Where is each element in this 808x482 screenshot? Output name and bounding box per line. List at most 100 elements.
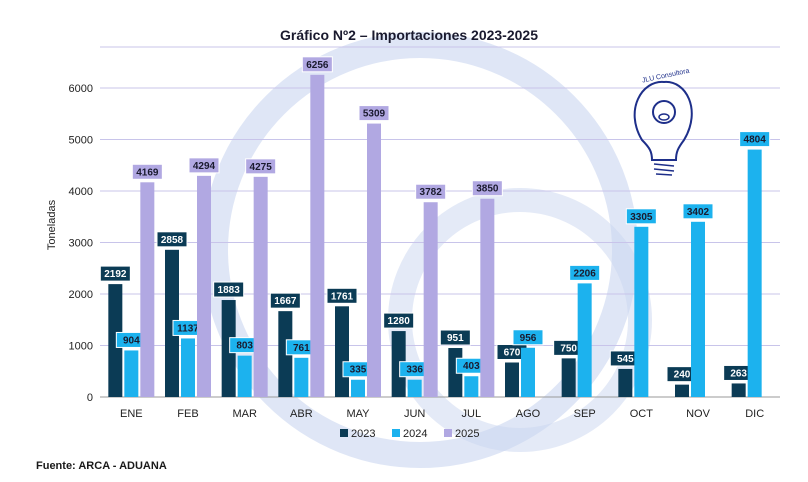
data-label: 1280 bbox=[388, 316, 411, 327]
x-tick-label: MAY bbox=[346, 408, 370, 420]
data-label: 4804 bbox=[744, 135, 767, 146]
data-label: 951 bbox=[447, 333, 464, 344]
data-label-box bbox=[439, 329, 471, 346]
data-label: 335 bbox=[350, 365, 367, 376]
bar-2023-ABR bbox=[278, 311, 293, 397]
data-label: 2858 bbox=[161, 235, 184, 246]
data-label-box bbox=[358, 105, 390, 122]
y-tick-label: 2000 bbox=[69, 289, 93, 301]
bar-2024-JUN bbox=[407, 379, 422, 397]
bar-2023-JUN bbox=[391, 331, 406, 397]
data-label: 4294 bbox=[193, 161, 216, 172]
data-label-box bbox=[188, 157, 220, 174]
bar-2025-JUL bbox=[480, 198, 495, 397]
data-label: 956 bbox=[520, 333, 537, 344]
x-tick-label: NOV bbox=[686, 408, 711, 420]
data-label: 670 bbox=[504, 347, 521, 358]
data-label: 1667 bbox=[274, 296, 297, 307]
bar-2024-NOV bbox=[691, 221, 705, 397]
data-label-box bbox=[301, 56, 333, 73]
bar-2025-MAR bbox=[253, 176, 268, 397]
data-label-box bbox=[245, 158, 277, 175]
data-label: 761 bbox=[293, 343, 310, 354]
data-label-box bbox=[213, 281, 245, 298]
x-tick-label: DIC bbox=[745, 408, 764, 420]
x-tick-label: FEB bbox=[177, 408, 198, 420]
data-label: 3305 bbox=[630, 212, 653, 223]
data-label: 5309 bbox=[363, 109, 386, 120]
bar-2024-ENE bbox=[124, 350, 139, 397]
data-label: 263 bbox=[730, 368, 747, 379]
bar-2024-SEP bbox=[577, 283, 592, 397]
y-tick-label: 5000 bbox=[69, 135, 93, 147]
jlu-consultora-logo: JLU Consultora bbox=[633, 68, 693, 176]
bar-2025-ABR bbox=[310, 74, 325, 397]
x-tick-label: JUN bbox=[404, 408, 425, 420]
bar-2023-FEB bbox=[165, 249, 179, 397]
bar-2023-DIC bbox=[731, 383, 746, 397]
data-label-box bbox=[739, 131, 771, 148]
bar-2024-MAR bbox=[237, 355, 252, 397]
bar-2024-MAY bbox=[351, 379, 365, 397]
data-label: 545 bbox=[617, 354, 634, 365]
data-label: 750 bbox=[560, 343, 577, 354]
data-label-box bbox=[625, 208, 657, 225]
x-tick-label: MAR bbox=[232, 408, 257, 420]
data-label: 1761 bbox=[331, 291, 354, 302]
bar-2024-ABR bbox=[294, 357, 309, 397]
data-label-box bbox=[326, 287, 358, 304]
legend: 2023 2024 2025 bbox=[340, 428, 479, 440]
data-label: 904 bbox=[123, 335, 140, 346]
data-label-box bbox=[269, 292, 301, 309]
data-label: 3782 bbox=[420, 187, 443, 198]
data-label-box bbox=[156, 231, 188, 248]
y-tick-label: 1000 bbox=[69, 341, 93, 353]
y-axis-label: Toneladas bbox=[46, 199, 58, 250]
bar-2025-ENE bbox=[140, 182, 155, 397]
y-tick-label: 4000 bbox=[69, 186, 93, 198]
bars: ENE 2192 904 4169 FEB 2858 1137 4294 MAR 1883 803 4… bbox=[99, 56, 771, 420]
data-label: 4275 bbox=[250, 162, 273, 173]
bar-2023-MAR bbox=[221, 300, 236, 397]
x-tick-label: AGO bbox=[516, 408, 541, 420]
data-label: 3402 bbox=[687, 207, 710, 218]
data-label-box bbox=[383, 312, 415, 329]
x-tick-label: ENE bbox=[120, 408, 143, 420]
bar-2023-OCT bbox=[618, 368, 633, 397]
bar-2025-FEB bbox=[197, 175, 211, 397]
data-label: 4169 bbox=[136, 167, 159, 178]
legend-label-2025: 2025 bbox=[455, 428, 479, 440]
bar-2024-AGO bbox=[521, 347, 535, 397]
data-label: 403 bbox=[463, 361, 480, 372]
data-label-box bbox=[131, 163, 163, 180]
data-label-box bbox=[471, 180, 503, 197]
bar-2023-ENE bbox=[108, 284, 123, 397]
y-tick-label: 6000 bbox=[69, 83, 93, 95]
bar-2024-JUL bbox=[464, 376, 479, 397]
chart-title: Gráfico Nº2 – Importaciones 2023-2025 bbox=[280, 27, 538, 43]
bar-2024-OCT bbox=[634, 226, 649, 397]
legend-label-2023: 2023 bbox=[351, 428, 375, 440]
data-label: 2192 bbox=[104, 269, 127, 280]
data-label-box bbox=[682, 203, 714, 220]
y-tick-label: 0 bbox=[87, 392, 93, 404]
data-label-box bbox=[99, 265, 131, 282]
legend-label-2024: 2024 bbox=[403, 428, 427, 440]
bar-2023-AGO bbox=[505, 362, 519, 397]
legend-swatch-2025 bbox=[444, 429, 452, 437]
data-label-box bbox=[569, 264, 601, 281]
x-tick-label: ABR bbox=[290, 408, 313, 420]
legend-swatch-2023 bbox=[340, 429, 348, 437]
data-label: 3850 bbox=[476, 184, 499, 195]
data-label: 336 bbox=[406, 365, 423, 376]
data-label-box bbox=[512, 329, 544, 346]
x-tick-label: OCT bbox=[630, 408, 654, 420]
x-tick-label: SEP bbox=[574, 408, 596, 420]
bar-2025-JUN bbox=[423, 202, 438, 397]
source-note: Fuente: ARCA - ADUANA bbox=[36, 460, 167, 472]
data-label: 1137 bbox=[177, 323, 199, 334]
bar-2023-SEP bbox=[561, 358, 576, 397]
legend-swatch-2024 bbox=[392, 429, 400, 437]
data-label: 6256 bbox=[306, 60, 329, 71]
